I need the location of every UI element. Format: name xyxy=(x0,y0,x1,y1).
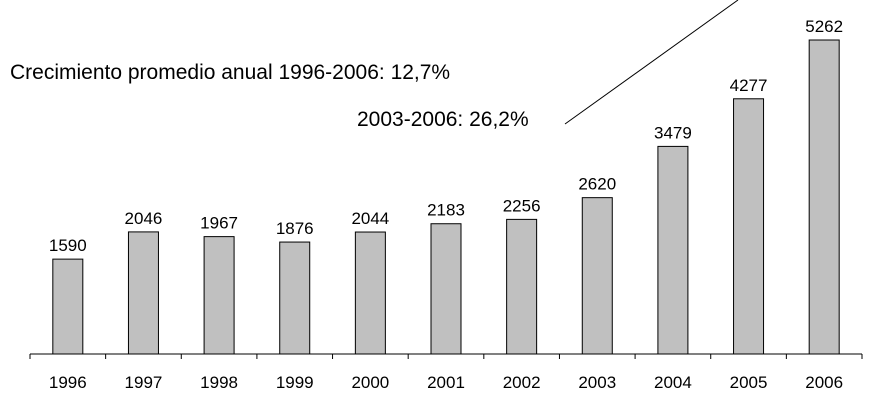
data-label-1996: 1590 xyxy=(49,236,87,255)
data-label-2003: 2620 xyxy=(578,175,616,194)
bar-2005 xyxy=(733,98,765,355)
bar-2000 xyxy=(354,231,386,355)
bar-1999 xyxy=(279,241,311,355)
x-tick-label-1998: 1998 xyxy=(200,373,238,392)
data-label-2000: 2044 xyxy=(351,209,389,228)
bar-2003 xyxy=(581,197,613,355)
x-tick-label-2001: 2001 xyxy=(427,373,465,392)
bars-group xyxy=(52,39,840,355)
x-tick-label-2002: 2002 xyxy=(503,373,541,392)
bar-1996 xyxy=(52,258,84,355)
data-label-2002: 2256 xyxy=(503,196,541,215)
data-label-1999: 1876 xyxy=(276,219,314,238)
bar-2001 xyxy=(430,223,462,355)
x-tick-label-2006: 2006 xyxy=(805,373,843,392)
x-tick-label-2004: 2004 xyxy=(654,373,692,392)
data-label-1997: 2046 xyxy=(125,209,163,228)
bar-1998 xyxy=(203,236,235,355)
data-label-2004: 3479 xyxy=(654,123,692,142)
annotation-leader-line xyxy=(564,0,739,125)
data-label-1998: 1967 xyxy=(200,214,238,233)
data-label-2005: 4277 xyxy=(730,76,768,95)
annotation-recent-growth: 2003-2006: 26,2% xyxy=(357,108,529,131)
x-tick-label-1997: 1997 xyxy=(125,373,163,392)
x-tick-label-1996: 1996 xyxy=(49,373,87,392)
data-label-2006: 5262 xyxy=(805,17,843,36)
x-tick-label-2005: 2005 xyxy=(730,373,768,392)
x-tick-label-1999: 1999 xyxy=(276,373,314,392)
x-ticks-group xyxy=(29,354,863,359)
bar-2002 xyxy=(506,218,538,355)
bar-2006 xyxy=(808,39,840,355)
x-tick-label-2000: 2000 xyxy=(351,373,389,392)
data-label-2001: 2183 xyxy=(427,201,465,220)
x-tick-label-2003: 2003 xyxy=(578,373,616,392)
annotation-avg-growth: Crecimiento promedio anual 1996-2006: 12… xyxy=(10,61,450,84)
data-labels-group: 1590 2046 1967 1876 2044 2183 2256 2620 3479 4277… xyxy=(49,17,843,255)
bar-1997 xyxy=(127,231,159,355)
bar-2004 xyxy=(657,145,689,355)
x-tick-labels-group: 1996 1997 1998 1999 2000 2001 2002 2003 2004 2005… xyxy=(49,373,843,392)
